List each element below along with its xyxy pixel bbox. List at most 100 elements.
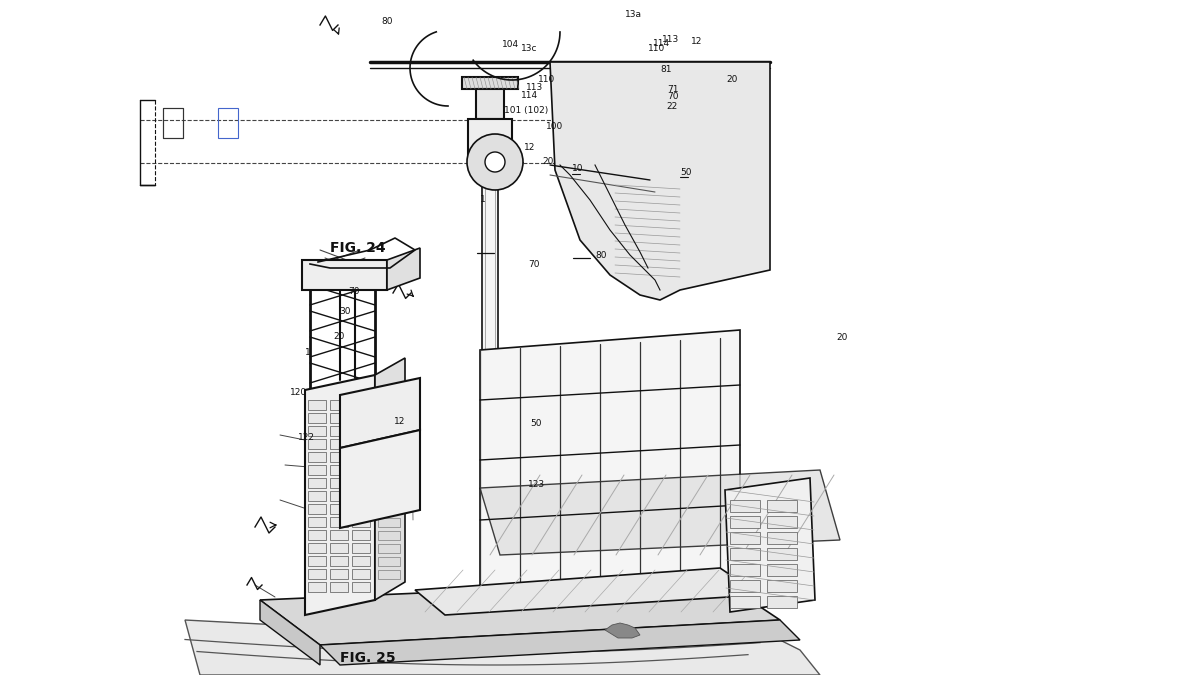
Text: 81: 81: [660, 65, 672, 74]
Bar: [352, 426, 370, 436]
Text: 1: 1: [305, 348, 311, 357]
Text: 1: 1: [480, 194, 486, 204]
Bar: [378, 453, 400, 462]
Text: 113: 113: [526, 83, 542, 92]
Bar: [352, 465, 370, 475]
Bar: [308, 426, 326, 436]
Polygon shape: [260, 600, 320, 665]
Text: 13c: 13c: [521, 44, 538, 53]
Bar: [330, 491, 348, 501]
Bar: [378, 466, 400, 475]
Bar: [308, 530, 326, 540]
Bar: [378, 518, 400, 527]
Text: 110: 110: [648, 44, 665, 53]
Text: 70: 70: [667, 92, 679, 101]
Text: 12: 12: [691, 37, 702, 47]
Text: 20: 20: [836, 333, 847, 342]
Bar: [352, 491, 370, 501]
Bar: [330, 478, 348, 488]
Bar: [378, 440, 400, 449]
Bar: [378, 505, 400, 514]
Bar: [308, 413, 326, 423]
Text: 20: 20: [542, 157, 553, 167]
Text: FIG. 24: FIG. 24: [330, 241, 385, 255]
Bar: [378, 479, 400, 488]
Bar: [302, 260, 386, 290]
Text: 20: 20: [726, 75, 737, 84]
Bar: [378, 414, 400, 423]
Bar: [330, 504, 348, 514]
Bar: [308, 504, 326, 514]
Bar: [378, 401, 400, 410]
Bar: [330, 530, 348, 540]
Text: 113: 113: [662, 34, 679, 44]
Bar: [330, 452, 348, 462]
Text: 13a: 13a: [625, 10, 642, 20]
Bar: [352, 478, 370, 488]
Polygon shape: [386, 248, 420, 290]
Polygon shape: [725, 478, 815, 612]
Bar: [767, 516, 797, 528]
Text: 101 (102): 101 (102): [504, 105, 548, 115]
Polygon shape: [550, 62, 770, 300]
Bar: [308, 517, 326, 527]
Text: 22: 22: [666, 102, 677, 111]
Bar: [352, 439, 370, 449]
Polygon shape: [374, 358, 406, 600]
Bar: [352, 556, 370, 566]
Bar: [308, 569, 326, 579]
Polygon shape: [480, 330, 740, 590]
Bar: [730, 580, 760, 592]
Bar: [730, 548, 760, 560]
Text: 114: 114: [653, 39, 670, 49]
Bar: [378, 388, 400, 397]
Text: 120: 120: [290, 388, 307, 398]
Bar: [378, 427, 400, 436]
Circle shape: [485, 152, 505, 172]
Bar: [482, 163, 498, 383]
Bar: [330, 556, 348, 566]
Text: 104: 104: [502, 40, 518, 49]
Text: 123: 123: [528, 480, 545, 489]
Bar: [330, 413, 348, 423]
Bar: [330, 439, 348, 449]
Text: 100: 100: [546, 122, 563, 132]
Bar: [352, 400, 370, 410]
Bar: [730, 516, 760, 528]
Text: 50: 50: [530, 419, 542, 429]
Bar: [330, 517, 348, 527]
Bar: [730, 532, 760, 544]
Text: 122: 122: [298, 433, 314, 442]
Polygon shape: [185, 620, 820, 675]
Text: 70: 70: [348, 287, 360, 296]
Bar: [308, 543, 326, 553]
Bar: [378, 544, 400, 553]
Text: 110: 110: [538, 75, 554, 84]
Bar: [352, 504, 370, 514]
Bar: [218, 108, 238, 138]
Polygon shape: [415, 568, 760, 615]
Bar: [352, 569, 370, 579]
Bar: [378, 557, 400, 566]
Bar: [352, 517, 370, 527]
Bar: [163, 108, 182, 138]
Text: 12: 12: [524, 142, 535, 152]
Text: 50: 50: [680, 167, 692, 177]
Polygon shape: [340, 430, 420, 528]
Polygon shape: [305, 375, 374, 615]
Bar: [476, 89, 504, 119]
Bar: [730, 596, 760, 608]
Bar: [767, 596, 797, 608]
Text: FIG. 25: FIG. 25: [340, 651, 396, 665]
Bar: [730, 500, 760, 512]
Text: 30: 30: [340, 307, 352, 317]
Bar: [462, 77, 518, 89]
Bar: [308, 478, 326, 488]
Text: 80: 80: [382, 17, 394, 26]
Polygon shape: [260, 580, 780, 645]
Text: 12: 12: [394, 416, 404, 426]
Text: 10: 10: [572, 164, 584, 173]
Text: 20: 20: [334, 331, 344, 341]
Bar: [352, 530, 370, 540]
Bar: [730, 564, 760, 576]
